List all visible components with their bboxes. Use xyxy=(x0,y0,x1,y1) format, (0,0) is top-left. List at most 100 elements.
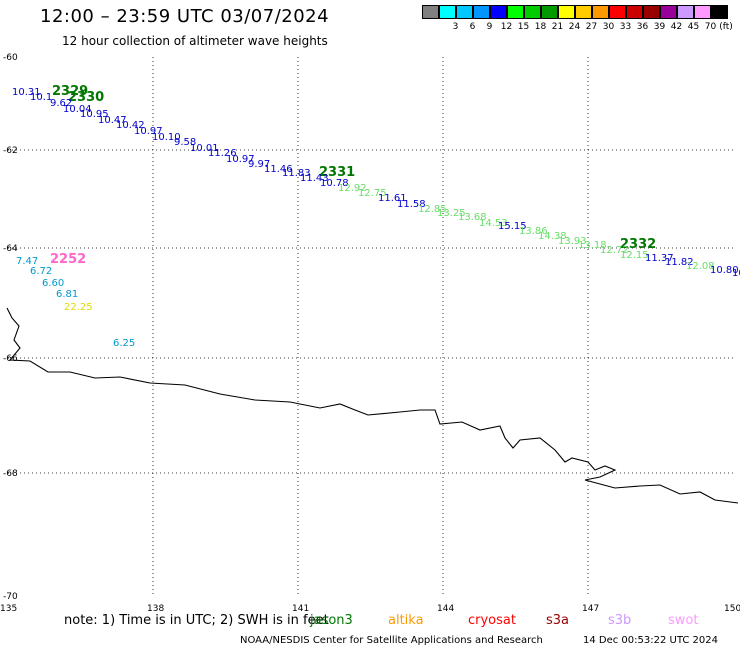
wave-height-value: 13.93 xyxy=(558,236,587,247)
wave-height-value: 12.15 xyxy=(620,250,649,261)
satellite-legend-item: swot xyxy=(668,613,699,628)
wave-height-value: 10.1 xyxy=(30,92,52,103)
wave-height-value: 14.38 xyxy=(538,231,567,242)
lon-tick-label: 147 xyxy=(582,604,599,612)
wave-height-value: 10.01 xyxy=(190,143,219,154)
colorbar-label: 45 xyxy=(687,22,700,32)
wave-height-value: 11.26 xyxy=(208,148,237,159)
colorbar-swatch xyxy=(507,5,524,19)
wave-height-value: 12.08 xyxy=(686,261,715,272)
colorbar-swatch xyxy=(711,5,728,19)
colorbar-swatch xyxy=(575,5,592,19)
wave-height-value: 10.10 xyxy=(152,132,181,143)
colorbar-swatch xyxy=(609,5,626,19)
wave-height-value: 10.95 xyxy=(80,109,109,120)
map-subtitle: 12 hour collection of altimeter wave hei… xyxy=(62,34,328,48)
wave-height-value: 10.31 xyxy=(12,87,41,98)
wave-height-value: 10.97 xyxy=(134,126,163,137)
wave-height-value: 7.47 xyxy=(16,256,38,267)
wave-height-value: 10.80 xyxy=(710,265,739,276)
colorbar-swatch xyxy=(490,5,507,19)
colorbar-swatch xyxy=(473,5,490,19)
track-id-label: 2252 xyxy=(50,252,86,267)
colorbar-swatch xyxy=(660,5,677,19)
wave-height-value: 9.58 xyxy=(174,137,196,148)
satellite-legend-item: s3a xyxy=(546,613,570,628)
wave-height-value: 9.62 xyxy=(50,98,72,109)
track-id-label: 2332 xyxy=(620,237,656,252)
wave-height-value: 13.18 xyxy=(578,240,607,251)
lat-tick-label: -68 xyxy=(3,469,18,479)
lat-tick-label: -62 xyxy=(3,146,18,156)
wave-height-value: 10.04 xyxy=(63,104,92,115)
footer-timestamp: 14 Dec 00:53:22 UTC 2024 xyxy=(583,635,718,646)
satellite-legend-item: altika xyxy=(388,613,424,628)
colorbar-label: 18 xyxy=(534,22,547,32)
colorbar-label: 24 xyxy=(568,22,581,32)
wave-height-value: 10 xyxy=(732,268,740,279)
wave-height-value: 11.46 xyxy=(264,164,293,175)
coastline-antarctica xyxy=(6,307,739,504)
wave-height-value: 12.85 xyxy=(418,204,447,215)
wave-height-value: 11.58 xyxy=(397,199,426,210)
colorbar-label: 12 xyxy=(500,22,513,32)
colorbar-swatch xyxy=(558,5,575,19)
wave-height-labels: 10.3110.19.6210.0410.9510.4710.4210.9710… xyxy=(12,87,740,349)
lat-lon-gridlines xyxy=(8,57,733,596)
colorbar-label: 3 xyxy=(452,22,459,32)
colorbar-label: 27 xyxy=(585,22,598,32)
wave-height-value: 13.68 xyxy=(458,212,487,223)
colorbar-label: 15 xyxy=(517,22,530,32)
wave-height-value: 6.72 xyxy=(30,266,52,277)
map-canvas: 135 138 141 144 147 150-60-62-64-66-68-70 232… xyxy=(0,53,740,612)
colorbar-swatch xyxy=(643,5,660,19)
colorbar-unit: (ft) xyxy=(719,22,733,32)
lon-tick-label: 144 xyxy=(437,604,454,612)
colorbar-label: 70 xyxy=(704,22,717,32)
wave-height-value: 14.53 xyxy=(479,218,508,229)
legend-note: note: 1) Time is in UTC; 2) SWH is in fe… xyxy=(64,613,329,628)
lon-tick-label: 150 xyxy=(724,604,740,612)
colorbar-swatch xyxy=(439,5,456,19)
track-id-label: 2329 xyxy=(52,84,88,99)
wave-height-value: 11.83 xyxy=(282,168,311,179)
colorbar-label: 6 xyxy=(469,22,476,32)
lat-tick-label: -60 xyxy=(3,53,18,63)
colorbar-swatch xyxy=(422,5,439,19)
colorbar-swatch xyxy=(677,5,694,19)
wave-height-value: 10.78 xyxy=(320,178,349,189)
wave-height-value: 22.25 xyxy=(64,302,93,313)
lat-tick-label: -64 xyxy=(3,244,18,254)
lon-tick-label: 135 xyxy=(0,604,17,612)
wave-height-value: 11.61 xyxy=(378,193,407,204)
wave-height-value: 9.97 xyxy=(248,159,270,170)
wave-height-value: 6.81 xyxy=(56,289,78,300)
lon-tick-label: 138 xyxy=(147,604,164,612)
wave-height-value: 6.60 xyxy=(42,278,64,289)
wave-height-value: 13.25 xyxy=(437,208,466,219)
wave-height-value: 6.25 xyxy=(113,338,135,349)
wave-height-value: 12.92 xyxy=(338,183,367,194)
colorbar-swatch xyxy=(524,5,541,19)
colorbar-label: 42 xyxy=(670,22,683,32)
wave-height-value: 15.15 xyxy=(498,221,527,232)
track-id-label: 2331 xyxy=(319,165,355,180)
footer-source: NOAA/NESDIS Center for Satellite Applica… xyxy=(240,635,543,646)
track-id-label: 2330 xyxy=(68,90,104,105)
colorbar-label: 33 xyxy=(619,22,632,32)
colorbar-label: 36 xyxy=(636,22,649,32)
colorbar-label: 39 xyxy=(653,22,666,32)
axis-tick-labels: 135 138 141 144 147 150-60-62-64-66-68-70 xyxy=(0,53,740,612)
wave-height-value: 12.75 xyxy=(358,188,387,199)
colorbar-swatch xyxy=(626,5,643,19)
colorbar-label: 21 xyxy=(551,22,564,32)
wave-height-value: 10.47 xyxy=(98,115,127,126)
map-title: 12:00 – 23:59 UTC 03/07/2024 xyxy=(40,6,330,27)
wave-height-value: 11.43 xyxy=(300,173,329,184)
wave-height-value: 13.86 xyxy=(519,226,548,237)
colorbar-swatch xyxy=(592,5,609,19)
colorbar-label: 9 xyxy=(486,22,493,32)
wave-height-value: 10.42 xyxy=(116,120,145,131)
lon-tick-label: 141 xyxy=(292,604,309,612)
